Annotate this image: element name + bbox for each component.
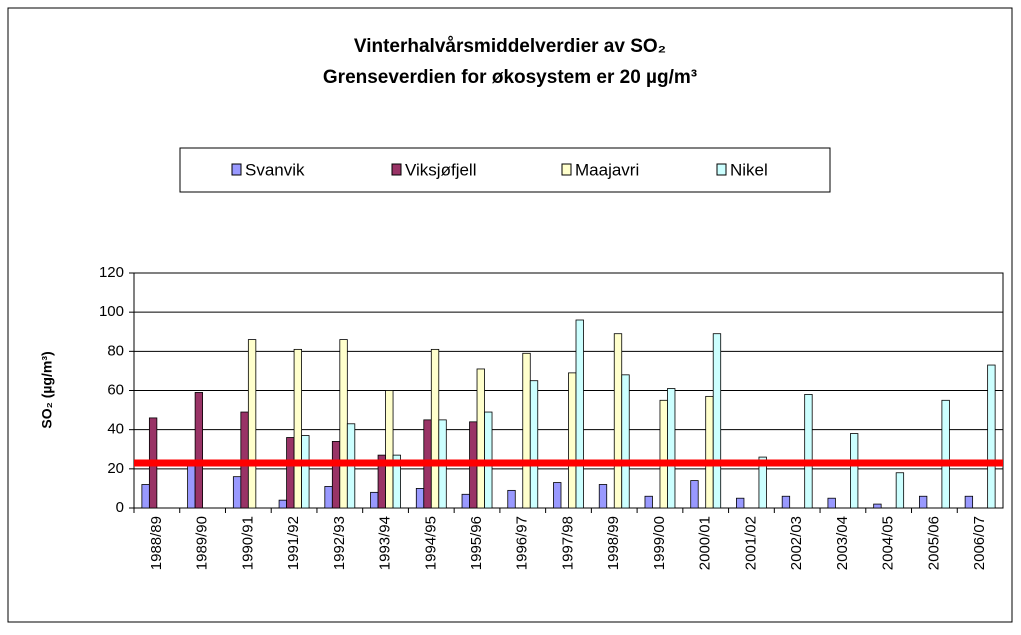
legend-label: Viksjøfjell: [405, 160, 476, 179]
bar: [621, 374, 630, 509]
x-tick-label: 2003/04: [834, 516, 851, 570]
y-tick-label: 120: [99, 264, 124, 281]
x-tick-label: 2005/06: [925, 516, 942, 570]
bar: [690, 480, 699, 509]
y-tick-label: 60: [107, 381, 124, 398]
bar: [339, 339, 348, 509]
bar: [873, 503, 882, 509]
y-tick-label: 100: [99, 303, 124, 320]
bar: [476, 368, 485, 509]
bar: [850, 433, 859, 509]
bar: [522, 352, 531, 509]
legend-label: Svanvik: [245, 160, 305, 179]
x-tick-label: 1988/89: [148, 516, 165, 570]
bar: [370, 491, 379, 509]
bar: [301, 435, 310, 509]
x-tick-label: 1991/92: [285, 516, 302, 570]
legend-label: Maajavri: [575, 160, 639, 179]
y-tick-label: 20: [107, 460, 124, 477]
y-tick-label: 0: [116, 499, 124, 516]
bar: [553, 482, 562, 509]
legend-label: Nikel: [730, 160, 768, 179]
bar: [659, 399, 668, 509]
bar: [781, 495, 791, 509]
bar: [712, 333, 722, 509]
bar: [758, 456, 767, 509]
bar: [430, 348, 440, 509]
bar: [987, 364, 996, 509]
bar: [568, 372, 577, 509]
bar: [461, 493, 470, 509]
y-tick-label: 80: [107, 342, 124, 359]
x-tick-label: 1990/91: [239, 516, 256, 570]
bar: [644, 495, 653, 509]
x-tick-label: 2001/02: [742, 516, 759, 570]
x-tick-label: 2000/01: [697, 516, 714, 570]
x-tick-label: 2004/05: [880, 516, 897, 570]
bar: [194, 392, 204, 509]
x-tick-label: 1993/94: [377, 516, 394, 570]
chart-frame: [7, 7, 1013, 623]
bar: [941, 399, 950, 509]
chart-title: Vinterhalvårsmiddelverdier av SO₂: [354, 36, 666, 57]
x-tick-label: 1995/96: [468, 516, 485, 570]
legend-swatch: [231, 163, 242, 176]
x-tick-label: 1994/95: [422, 516, 439, 570]
bar: [278, 499, 287, 509]
bar: [736, 497, 745, 509]
bar: [575, 319, 584, 509]
bar: [507, 489, 516, 509]
legend-swatch: [716, 163, 727, 176]
bar: [705, 395, 714, 509]
bar: [667, 388, 676, 509]
legend-swatch: [561, 163, 572, 176]
x-tick-label: 1999/00: [651, 516, 668, 570]
bar: [529, 380, 539, 509]
x-tick-label: 1989/90: [194, 516, 211, 570]
bar: [324, 486, 333, 509]
y-tick-label: 40: [107, 421, 124, 438]
bar: [141, 484, 150, 509]
bar: [331, 441, 341, 509]
bar: [232, 476, 242, 509]
x-tick-label: 1992/93: [331, 516, 348, 570]
bar: [827, 497, 836, 509]
bar: [293, 348, 302, 509]
bar: [392, 454, 401, 509]
bar: [895, 472, 905, 509]
bar: [613, 333, 623, 509]
x-tick-label: 1996/97: [514, 516, 531, 570]
bar: [415, 488, 425, 509]
bar: [964, 495, 974, 509]
legend-swatch: [391, 163, 402, 176]
bar: [385, 390, 394, 509]
bar: [598, 484, 608, 509]
chart-subtitle: Grenseverdien for økosystem er 20 µg/m³: [323, 67, 697, 88]
y-axis-label: SO₂ (µg/m³): [39, 351, 55, 428]
x-tick-label: 1997/98: [559, 516, 576, 570]
x-tick-label: 2006/07: [971, 516, 988, 570]
x-tick-label: 1998/99: [605, 516, 622, 570]
x-tick-label: 2002/03: [788, 516, 805, 570]
bar: [187, 464, 196, 509]
bar: [918, 495, 928, 509]
bar: [804, 394, 813, 509]
bar: [286, 437, 295, 509]
bar: [247, 339, 257, 509]
